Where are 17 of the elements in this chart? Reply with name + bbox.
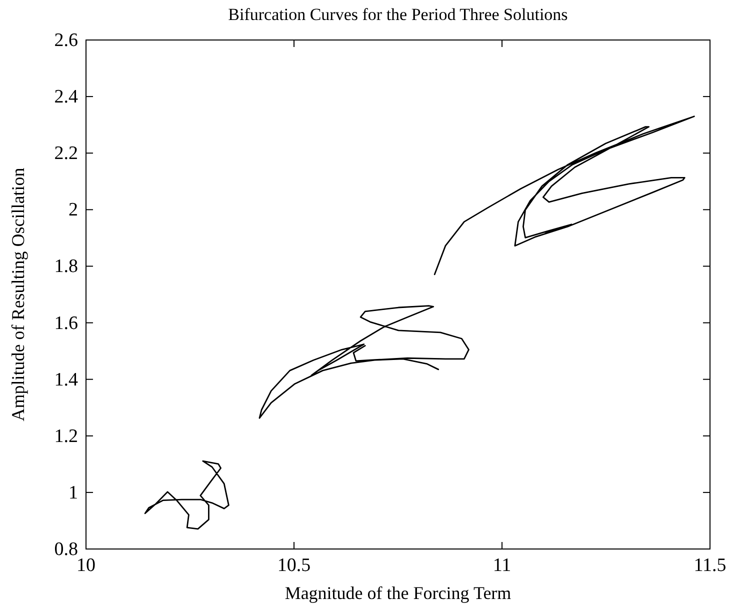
y-tick-label: 2 bbox=[68, 200, 78, 221]
y-tick-label: 2.6 bbox=[54, 30, 78, 51]
y-tick-label: 2.2 bbox=[54, 143, 78, 164]
x-tick-label: 11.5 bbox=[694, 555, 726, 576]
y-tick-label: 1 bbox=[68, 482, 78, 504]
y-tick-label: 1.2 bbox=[54, 426, 78, 447]
chart-title: Bifurcation Curves for the Period Three Solutions bbox=[228, 5, 568, 24]
x-tick-label: 10.5 bbox=[277, 555, 311, 576]
y-tick-label: 2.4 bbox=[54, 86, 78, 108]
y-tick-label: 1.6 bbox=[54, 312, 78, 334]
x-tick-label: 11 bbox=[492, 555, 512, 576]
y-axis-title: Amplitude of Resulting Oscillation bbox=[8, 168, 28, 422]
x-tick-label: 10 bbox=[76, 555, 96, 576]
y-tick-label: 1.8 bbox=[54, 256, 78, 278]
y-tick-label: 1.4 bbox=[54, 369, 78, 390]
x-axis-title: Magnitude of the Forcing Term bbox=[284, 583, 512, 603]
y-tick-label: 0.8 bbox=[54, 539, 78, 560]
